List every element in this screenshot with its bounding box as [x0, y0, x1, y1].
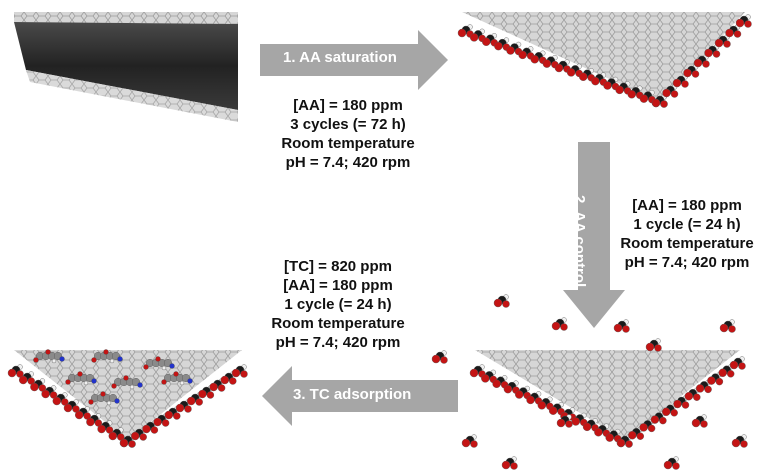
- arrow-step3: [262, 366, 458, 426]
- aa-molecule: [153, 413, 170, 427]
- aa-molecule: [494, 37, 511, 51]
- aa-molecule: [548, 401, 565, 416]
- aa-molecule: [725, 24, 742, 38]
- step2-label: 2. AA control: [571, 195, 588, 288]
- tc-molecule: [161, 371, 193, 386]
- condition-line: pH = 7.4; 420 rpm: [285, 154, 411, 171]
- tc-molecule: [111, 375, 143, 390]
- aa-molecule: [639, 418, 656, 433]
- aa-molecule: [530, 50, 547, 64]
- aa-molecule: [52, 392, 69, 406]
- aa-molecule: [501, 456, 518, 470]
- condition-line: pH = 7.4; 420 rpm: [624, 254, 750, 271]
- aa-molecule: [431, 350, 448, 364]
- aa-molecule: [605, 428, 622, 443]
- aa-molecule: [615, 81, 632, 95]
- aa-molecule: [651, 94, 668, 108]
- step1-conditions: [AA] = 180 ppm 3 cycles (= 72 h) Room te…: [268, 96, 428, 172]
- aa-molecule: [493, 294, 510, 308]
- aa-molecule: [735, 14, 752, 28]
- aa-molecule: [220, 371, 237, 385]
- tc-molecule: [65, 371, 97, 386]
- aa-molecule: [551, 317, 568, 331]
- arrow-step1: [260, 30, 448, 90]
- condition-line: [AA] = 180 ppm: [293, 97, 403, 114]
- aa-molecule: [469, 28, 486, 43]
- aa-molecule: [704, 44, 721, 58]
- adsorbed-aa-molecules: [7, 364, 248, 448]
- aa-molecule: [719, 319, 736, 333]
- aa-molecule: [662, 84, 679, 98]
- aa-molecule: [469, 364, 486, 378]
- aa-molecule: [663, 456, 680, 470]
- aa-molecule: [74, 406, 91, 420]
- tc-molecule: [91, 349, 123, 364]
- aa-molecule: [537, 396, 554, 411]
- condition-line: [AA] = 180 ppm: [632, 197, 742, 214]
- aa-molecule: [729, 356, 746, 370]
- condition-line: pH = 7.4; 420 rpm: [275, 334, 401, 351]
- aa-molecule: [457, 24, 474, 38]
- aa-molecule: [518, 46, 535, 60]
- aa-molecule: [461, 434, 478, 448]
- step1-label: 1. AA saturation: [283, 49, 397, 66]
- step3-conditions: [TC] = 820 ppm [AA] = 180 ppm 1 cycle (=…: [258, 257, 418, 352]
- aa-molecule: [231, 364, 248, 378]
- aa-molecule: [86, 413, 103, 427]
- tc-molecule: [33, 349, 65, 364]
- adsorbed-aa-molecules: [457, 14, 752, 108]
- aa-molecule: [97, 420, 114, 434]
- aa-molecule: [142, 420, 159, 434]
- aa-molecule: [515, 385, 531, 400]
- aa-molecule: [645, 338, 662, 352]
- aa-molecule: [108, 427, 125, 441]
- aa-molecule: [582, 418, 599, 432]
- condition-line: [TC] = 820 ppm: [284, 258, 392, 275]
- aa-control-graphene: [431, 294, 748, 470]
- aa-molecule: [613, 319, 630, 333]
- aa-molecule: [164, 406, 181, 420]
- condition-line: 1 cycle (= 24 h): [284, 296, 392, 313]
- pristine-graphene-stack: [14, 12, 238, 122]
- aa-molecule: [556, 414, 573, 428]
- step3-label: 3. TC adsorption: [293, 386, 412, 403]
- aa-molecule: [627, 85, 644, 99]
- step2-conditions: [AA] = 180 ppm 1 cycle (= 24 h) Room tem…: [612, 196, 762, 272]
- condition-line: 3 cycles (= 72 h): [290, 116, 406, 133]
- aa-molecule: [695, 379, 712, 394]
- aa-molecule: [481, 369, 498, 384]
- aa-molecule: [579, 68, 595, 82]
- aa-saturated-graphene: [457, 12, 752, 108]
- free-aa-molecules: [431, 294, 748, 470]
- aa-molecule: [63, 399, 80, 413]
- condition-line: Room temperature: [620, 235, 754, 252]
- adsorbed-aa-molecules: [469, 356, 746, 448]
- adsorbed-tc-molecules: [33, 349, 193, 406]
- arrow-step2: [563, 142, 625, 328]
- aa-molecule: [30, 378, 47, 392]
- condition-line: [AA] = 180 ppm: [283, 277, 393, 294]
- aa-molecule: [198, 385, 215, 399]
- aa-molecule: [41, 385, 58, 399]
- aa-molecule: [526, 391, 543, 405]
- condition-line: Room temperature: [271, 315, 405, 332]
- tc-adsorbed-graphene: [7, 349, 248, 448]
- aa-molecule: [209, 378, 226, 392]
- aa-molecule: [714, 34, 731, 48]
- aa-molecule: [542, 54, 559, 69]
- condition-line: Room temperature: [281, 135, 415, 152]
- aa-molecule: [662, 403, 678, 417]
- aa-molecule: [19, 371, 35, 385]
- aa-molecule: [566, 63, 583, 78]
- condition-line: 1 cycle (= 24 h): [633, 216, 741, 233]
- aa-molecule: [482, 33, 498, 47]
- tc-molecule: [143, 356, 175, 371]
- tc-molecule: [88, 391, 120, 406]
- aa-molecule: [7, 364, 24, 378]
- aa-molecule: [707, 371, 724, 386]
- aa-molecule: [691, 414, 708, 428]
- aa-molecule: [731, 434, 748, 448]
